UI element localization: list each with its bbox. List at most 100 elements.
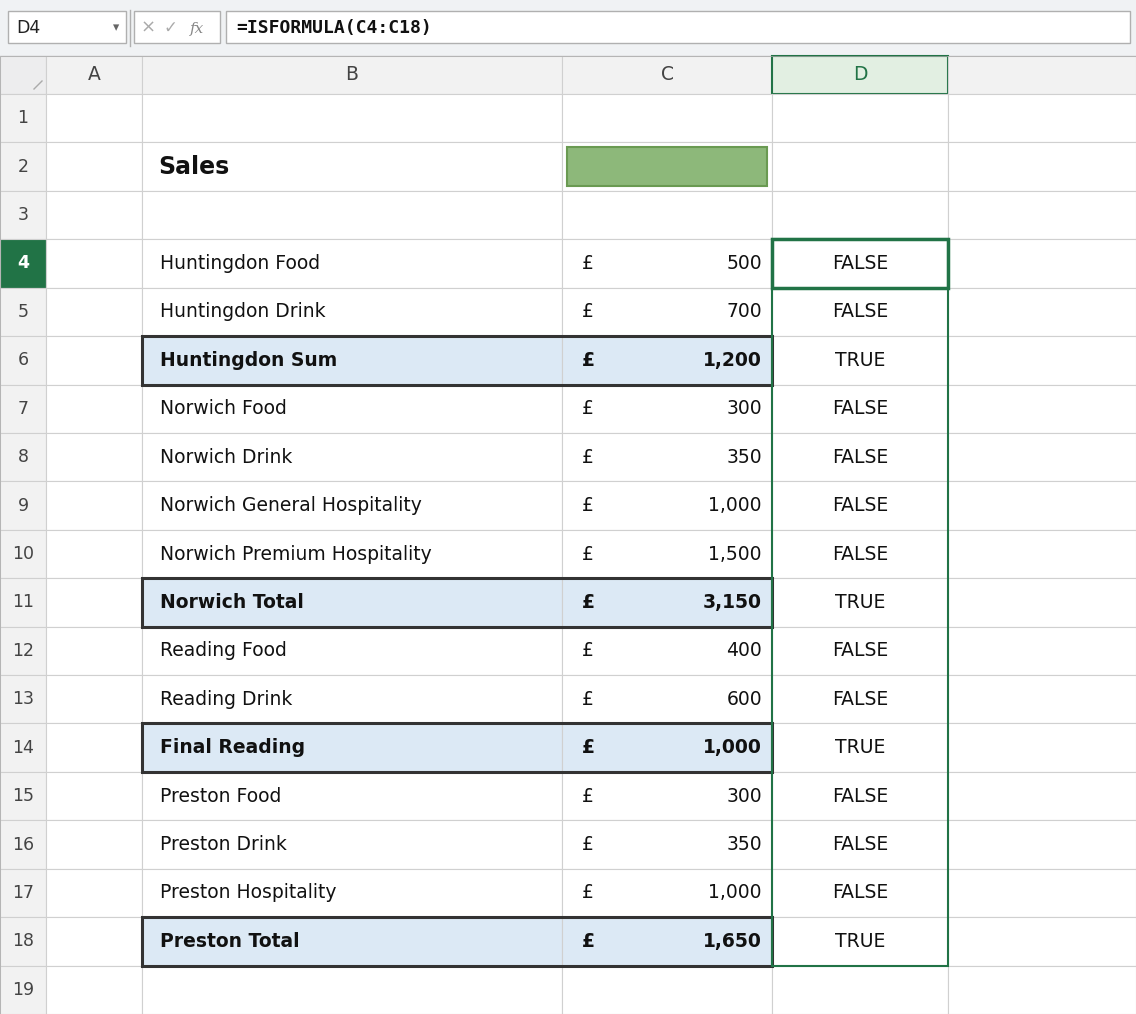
Bar [45,482,142,529]
Text: Reading Food: Reading Food [160,641,287,660]
Bar [0,288,45,336]
Bar [142,772,562,820]
Text: 16: 16 [12,836,34,854]
Bar [562,820,772,869]
Bar [0,384,45,433]
Text: 1,200: 1,200 [703,351,762,370]
Bar [8,11,126,43]
Bar [772,433,949,482]
Bar [45,578,142,627]
Text: 4: 4 [17,255,30,273]
Bar [949,772,1136,820]
Text: 3: 3 [17,206,28,224]
Bar [949,917,1136,965]
Text: 14: 14 [12,738,34,756]
Bar [949,142,1136,191]
Bar [45,56,142,94]
Bar [772,239,949,288]
Text: FALSE: FALSE [832,835,888,854]
Bar [772,627,949,675]
Text: 1,650: 1,650 [703,932,762,951]
Text: ✓: ✓ [164,19,177,37]
Bar [772,384,949,433]
Bar [45,772,142,820]
Bar [772,239,949,965]
Bar [949,723,1136,772]
Bar [0,869,45,917]
Text: Norwich Total: Norwich Total [160,593,303,611]
Bar [772,869,949,917]
Text: £: £ [582,738,595,757]
Bar [142,578,562,627]
Text: 1,000: 1,000 [709,496,762,515]
Text: 10: 10 [12,545,34,563]
Text: 7: 7 [17,400,28,418]
Bar [142,433,562,482]
Bar [45,433,142,482]
Bar [142,675,562,723]
Bar [562,288,772,336]
Bar [226,11,1130,43]
Bar [142,56,562,94]
Text: Huntingdon Drink: Huntingdon Drink [160,302,326,321]
Text: 15: 15 [12,787,34,805]
Text: Final Reading: Final Reading [160,738,306,757]
Bar [45,965,142,1014]
Bar [562,142,772,191]
Text: FALSE: FALSE [832,302,888,321]
Bar [0,917,45,965]
Text: Preston Food: Preston Food [160,787,282,805]
Bar [772,56,949,94]
Text: 300: 300 [726,400,762,418]
Bar [772,336,949,384]
Text: Huntingdon Food: Huntingdon Food [160,254,320,273]
Text: Preston Total: Preston Total [160,932,300,951]
Bar [0,529,45,578]
Bar [772,723,949,772]
Text: 18: 18 [12,932,34,950]
Text: D4: D4 [16,19,40,37]
Text: Huntingdon Sum: Huntingdon Sum [160,351,337,370]
Bar [0,0,1136,56]
Text: Norwich Drink: Norwich Drink [160,447,292,466]
Bar [45,94,142,142]
Text: 1: 1 [17,110,28,127]
Text: FALSE: FALSE [832,787,888,805]
Text: 350: 350 [726,447,762,466]
Text: 700: 700 [726,302,762,321]
Bar [45,820,142,869]
Bar [949,965,1136,1014]
Text: FALSE: FALSE [832,545,888,564]
Bar [0,191,45,239]
Bar [949,627,1136,675]
Text: £: £ [582,932,595,951]
Bar [949,675,1136,723]
Bar [0,142,45,191]
Bar [142,627,562,675]
Text: 1,500: 1,500 [709,545,762,564]
Bar [949,578,1136,627]
Bar [0,965,45,1014]
Bar [562,917,772,965]
Bar [142,917,562,965]
Text: Norwich Food: Norwich Food [160,400,287,418]
Text: 400: 400 [726,641,762,660]
Bar [949,482,1136,529]
Bar [0,820,45,869]
Text: 11: 11 [12,593,34,611]
Bar [949,820,1136,869]
Text: TRUE: TRUE [835,932,885,951]
Bar [949,191,1136,239]
Bar [562,965,772,1014]
Text: 6: 6 [17,351,28,369]
Text: 12: 12 [12,642,34,660]
Text: £: £ [582,351,595,370]
Text: 17: 17 [12,884,34,901]
Bar [45,142,142,191]
Bar [0,56,45,94]
Bar [142,820,562,869]
Bar [45,529,142,578]
Bar [772,529,949,578]
Text: Norwich Premium Hospitality: Norwich Premium Hospitality [160,545,432,564]
Bar [0,772,45,820]
